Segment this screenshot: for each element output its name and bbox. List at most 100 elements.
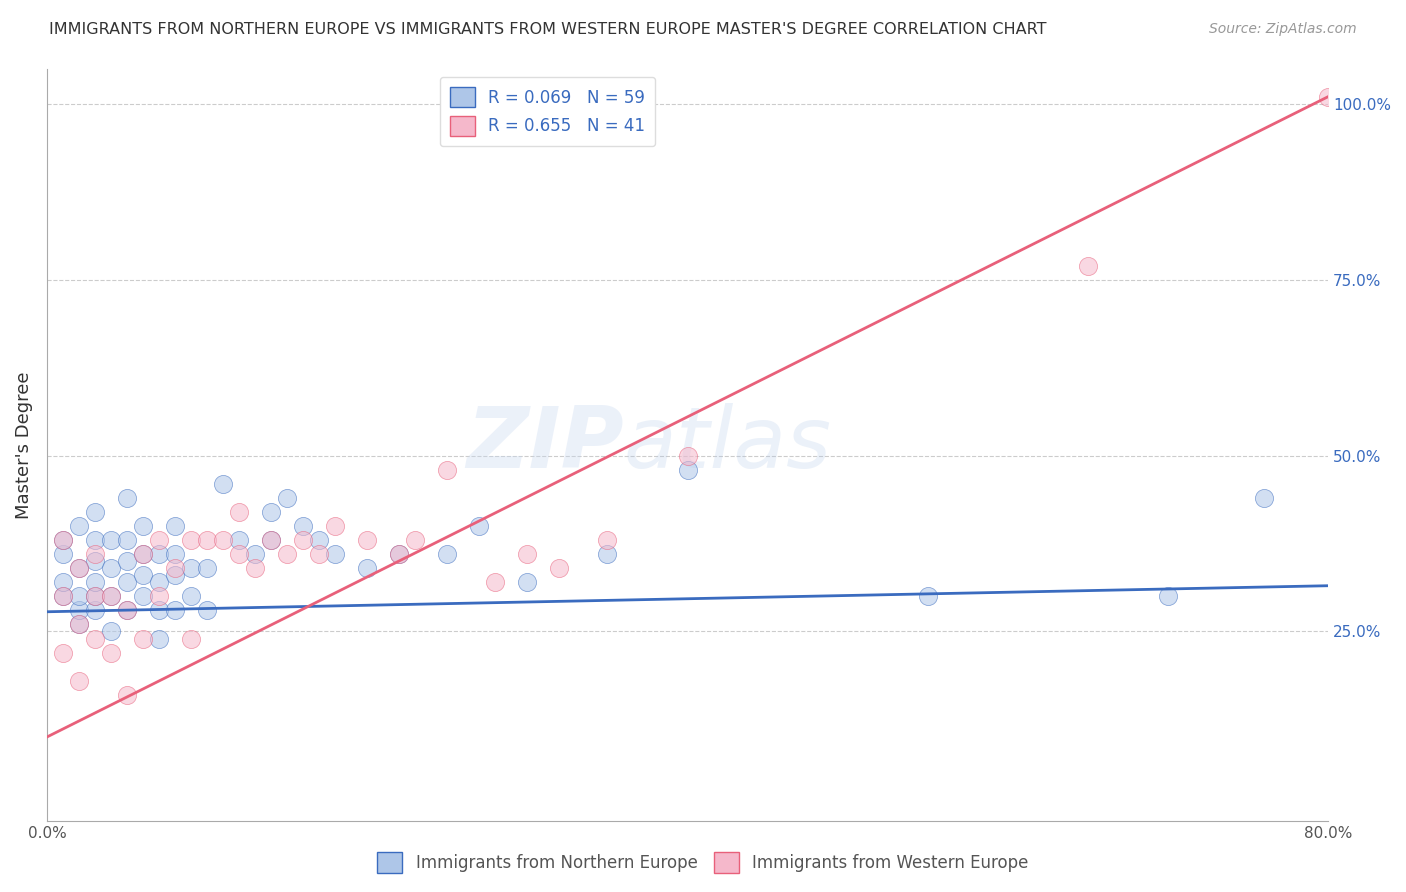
Point xyxy=(323,519,346,533)
Point xyxy=(132,519,155,533)
Point xyxy=(84,589,107,603)
Point xyxy=(84,505,107,519)
Point xyxy=(180,632,202,646)
Text: ZIP: ZIP xyxy=(465,403,623,486)
Point xyxy=(84,547,107,561)
Point xyxy=(67,561,90,575)
Point xyxy=(67,617,90,632)
Point xyxy=(276,491,298,505)
Point xyxy=(100,533,122,547)
Point xyxy=(67,603,90,617)
Point xyxy=(917,589,939,603)
Point xyxy=(195,533,218,547)
Point xyxy=(84,603,107,617)
Point xyxy=(84,632,107,646)
Legend: Immigrants from Northern Europe, Immigrants from Western Europe: Immigrants from Northern Europe, Immigra… xyxy=(371,846,1035,880)
Point xyxy=(676,462,699,476)
Point xyxy=(100,589,122,603)
Point xyxy=(84,554,107,568)
Point xyxy=(148,589,170,603)
Legend: R = 0.069   N = 59, R = 0.655   N = 41: R = 0.069 N = 59, R = 0.655 N = 41 xyxy=(440,77,655,146)
Point xyxy=(1157,589,1180,603)
Point xyxy=(132,632,155,646)
Point xyxy=(100,624,122,639)
Point xyxy=(52,575,75,590)
Text: IMMIGRANTS FROM NORTHERN EUROPE VS IMMIGRANTS FROM WESTERN EUROPE MASTER'S DEGRE: IMMIGRANTS FROM NORTHERN EUROPE VS IMMIG… xyxy=(49,22,1046,37)
Point xyxy=(1077,259,1099,273)
Point xyxy=(132,568,155,582)
Point xyxy=(115,554,138,568)
Point xyxy=(1317,89,1340,103)
Point xyxy=(292,533,315,547)
Point xyxy=(228,547,250,561)
Point xyxy=(100,646,122,660)
Point xyxy=(52,589,75,603)
Point xyxy=(115,688,138,702)
Point xyxy=(243,547,266,561)
Point xyxy=(67,589,90,603)
Point xyxy=(84,575,107,590)
Point xyxy=(436,547,458,561)
Point xyxy=(516,575,538,590)
Point xyxy=(163,561,186,575)
Point xyxy=(308,533,330,547)
Point xyxy=(180,561,202,575)
Point xyxy=(148,603,170,617)
Point xyxy=(115,603,138,617)
Point xyxy=(163,519,186,533)
Point xyxy=(356,533,378,547)
Point xyxy=(260,533,283,547)
Point xyxy=(180,533,202,547)
Point xyxy=(388,547,411,561)
Text: Source: ZipAtlas.com: Source: ZipAtlas.com xyxy=(1209,22,1357,37)
Point xyxy=(676,449,699,463)
Point xyxy=(148,547,170,561)
Point xyxy=(67,673,90,688)
Point xyxy=(52,646,75,660)
Point xyxy=(484,575,506,590)
Point xyxy=(115,603,138,617)
Point xyxy=(308,547,330,561)
Point xyxy=(356,561,378,575)
Point xyxy=(148,533,170,547)
Point xyxy=(52,533,75,547)
Point xyxy=(404,533,426,547)
Point xyxy=(195,603,218,617)
Point xyxy=(132,547,155,561)
Point xyxy=(516,547,538,561)
Point xyxy=(52,547,75,561)
Point xyxy=(548,561,571,575)
Point xyxy=(388,547,411,561)
Point xyxy=(84,589,107,603)
Y-axis label: Master's Degree: Master's Degree xyxy=(15,371,32,519)
Point xyxy=(260,505,283,519)
Point xyxy=(115,575,138,590)
Point xyxy=(276,547,298,561)
Point xyxy=(163,547,186,561)
Point xyxy=(163,603,186,617)
Point xyxy=(84,533,107,547)
Point xyxy=(228,533,250,547)
Point xyxy=(180,589,202,603)
Point xyxy=(148,575,170,590)
Text: atlas: atlas xyxy=(623,403,831,486)
Point xyxy=(212,476,235,491)
Point xyxy=(100,589,122,603)
Point xyxy=(115,491,138,505)
Point xyxy=(260,533,283,547)
Point xyxy=(212,533,235,547)
Point xyxy=(323,547,346,561)
Point xyxy=(67,561,90,575)
Point xyxy=(52,533,75,547)
Point xyxy=(243,561,266,575)
Point xyxy=(468,519,491,533)
Point xyxy=(67,519,90,533)
Point xyxy=(1253,491,1275,505)
Point xyxy=(52,589,75,603)
Point xyxy=(163,568,186,582)
Point xyxy=(67,617,90,632)
Point xyxy=(132,589,155,603)
Point xyxy=(228,505,250,519)
Point xyxy=(115,533,138,547)
Point xyxy=(100,561,122,575)
